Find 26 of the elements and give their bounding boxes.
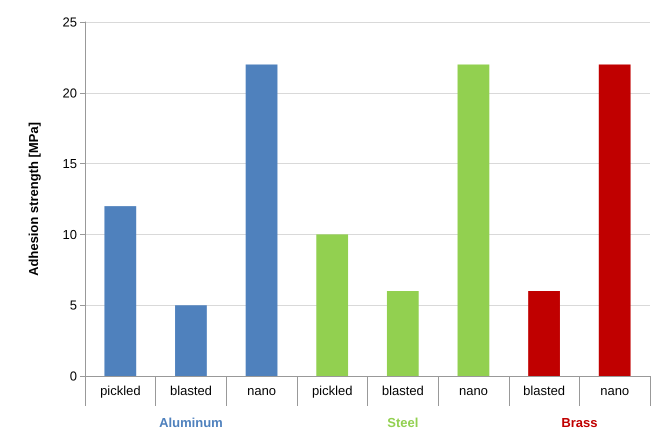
y-tick-label: 15 — [62, 156, 77, 172]
bar — [316, 234, 348, 376]
x-tick-label: pickled — [312, 383, 352, 398]
y-tick-label: 25 — [62, 14, 77, 30]
bar — [386, 291, 419, 376]
y-tick-label: 0 — [70, 368, 77, 384]
y-axis-title: Adhesion strength [MPa] — [26, 122, 41, 276]
text: Steel — [387, 415, 418, 430]
x-tick-label: nano — [247, 383, 276, 398]
bar — [104, 206, 136, 376]
x-tick-label: nano — [458, 383, 488, 398]
text: Aluminum — [159, 415, 223, 430]
bar — [528, 291, 560, 376]
bar — [598, 64, 631, 376]
text: Brass — [561, 415, 598, 430]
y-tick-label: 5 — [70, 298, 77, 313]
bar — [458, 64, 490, 376]
x-tick-label: blasted — [382, 383, 424, 398]
y-tick-label: 20 — [62, 85, 77, 100]
x-tick-label: nano — [600, 383, 630, 398]
bar — [246, 64, 278, 376]
y-tick-label: 10 — [62, 226, 77, 242]
x-tick-label: pickled — [100, 383, 141, 398]
bar — [175, 305, 207, 376]
x-tick-label: blasted — [523, 383, 566, 398]
x-tick-label: blasted — [170, 383, 212, 398]
